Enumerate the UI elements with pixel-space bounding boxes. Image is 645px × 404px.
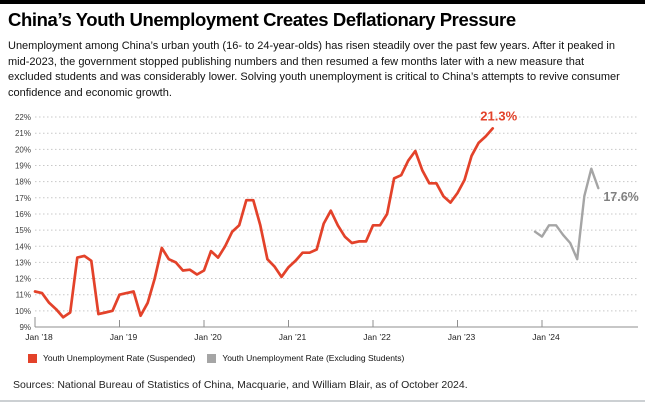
- page-title: China’s Youth Unemployment Creates Defla…: [8, 9, 516, 30]
- svg-text:13%: 13%: [15, 258, 31, 267]
- svg-text:11%: 11%: [16, 291, 31, 300]
- legend-label-excluding-students: Youth Unemployment Rate (Excluding Stude…: [222, 353, 405, 363]
- legend-item-suspended: Youth Unemployment Rate (Suspended): [28, 353, 195, 363]
- svg-text:10%: 10%: [15, 307, 31, 316]
- bottom-border: [0, 400, 645, 402]
- svg-text:Jan ’19: Jan ’19: [110, 332, 138, 342]
- svg-text:Jan ’20: Jan ’20: [194, 332, 222, 342]
- svg-text:Jan ’21: Jan ’21: [279, 332, 307, 342]
- svg-text:12%: 12%: [15, 275, 31, 284]
- excluding-end-label: 17.6%: [603, 190, 638, 204]
- legend-swatch-suspended-icon: [28, 353, 37, 363]
- unemployment-chart: 9% 10% 11% 12% 13% 14% 15% 16% 17% 18% 19% 20% 21% 22…: [0, 108, 645, 346]
- svg-text:15%: 15%: [15, 226, 31, 235]
- source-note: Sources: National Bureau of Statistics o…: [13, 379, 468, 391]
- svg-text:18%: 18%: [15, 178, 31, 187]
- svg-text:9%: 9%: [19, 323, 31, 332]
- svg-text:21%: 21%: [15, 129, 31, 138]
- legend-label-suspended: Youth Unemployment Rate (Suspended): [43, 353, 196, 363]
- svg-text:14%: 14%: [15, 242, 31, 251]
- svg-text:16%: 16%: [15, 210, 31, 219]
- svg-text:Jan ’22: Jan ’22: [363, 332, 391, 342]
- svg-text:19%: 19%: [15, 162, 31, 171]
- svg-text:20%: 20%: [15, 145, 31, 154]
- chart-legend: Youth Unemployment Rate (Suspended) Yout…: [28, 353, 404, 363]
- suspended-end-label: 21.3%: [480, 108, 517, 123]
- legend-item-excluding-students: Youth Unemployment Rate (Excluding Stude…: [207, 353, 404, 363]
- svg-text:22%: 22%: [15, 113, 31, 122]
- legend-swatch-excluding-students-icon: [207, 353, 217, 363]
- page-description: Unemployment among China’s urban youth (…: [8, 40, 620, 99]
- svg-text:17%: 17%: [15, 194, 31, 203]
- svg-text:Jan ’18: Jan ’18: [25, 332, 53, 342]
- top-accent-bar: [0, 0, 645, 4]
- chart-svg: 9% 10% 11% 12% 13% 14% 15% 16% 17% 18% 19% 20% 21% 22…: [15, 108, 639, 342]
- svg-text:Jan ’23: Jan ’23: [448, 332, 476, 342]
- svg-text:Jan ’24: Jan ’24: [532, 332, 560, 342]
